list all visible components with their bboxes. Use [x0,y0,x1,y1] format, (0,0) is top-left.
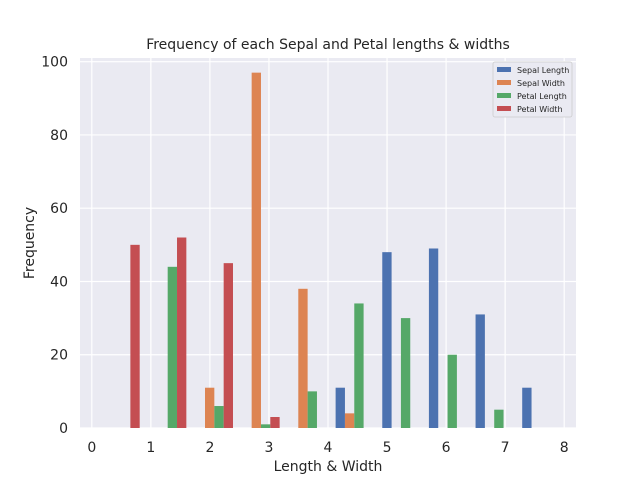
x-tick-label-0: 0 [87,440,96,456]
bar-petal-length-bin-3 [260,424,271,428]
bar-sepal-length-bin-9 [522,387,532,428]
bar-petal-width-bin-0 [130,244,140,428]
legend: Sepal Length Sepal Width Petal Length Petal… [492,61,573,118]
x-tick-label-3: 3 [264,440,273,456]
bar-petal-length-bin-1 [167,266,178,428]
y-axis-label: Frequency [22,207,38,279]
bar-sepal-length-bin-7 [428,248,439,428]
y-tick-label-4: 80 [50,128,68,144]
y-tick-label-0: 0 [59,421,68,437]
x-tick-labels: 0 1 2 3 4 5 6 7 8 [87,440,568,456]
legend-label-1: Sepal Width [517,79,565,88]
bar-sepal-length-bin-5 [335,387,345,428]
legend-label-3: Petal Width [517,105,563,114]
x-tick-label-6: 6 [442,440,451,456]
grid-lines [80,58,576,429]
bar-petal-length-bin-2 [214,406,224,428]
legend-swatch-1 [497,80,511,85]
bar-petal-length-bin-4 [307,391,317,428]
legend-label-2: Petal Length [517,92,567,101]
x-tick-label-5: 5 [383,440,392,456]
y-tick-label-1: 20 [50,348,68,364]
bar-petal-length-bin-6 [400,318,411,428]
bar-sepal-width-bin-5 [344,413,355,428]
y-tick-label-3: 60 [50,201,68,217]
chart-title: Frequency of each Sepal and Petal length… [146,37,510,53]
bar-sepal-length-bin-8 [475,314,485,428]
x-tick-label-2: 2 [205,440,214,456]
legend-label-0: Sepal Length [517,66,569,75]
y-tick-label-5: 100 [41,55,68,71]
bar-petal-width-bin-2 [223,263,233,428]
x-axis-label: Length & Width [274,459,383,475]
x-tick-label-8: 8 [560,440,569,456]
bars-group [130,72,532,428]
y-tick-label-2: 40 [50,274,68,290]
legend-box [492,61,573,118]
legend-swatch-2 [497,93,511,98]
legend-swatch-3 [497,106,511,111]
bar-petal-length-bin-7 [447,354,457,428]
bar-petal-width-bin-3 [270,417,280,428]
bar-petal-length-bin-8 [494,409,504,428]
bar-petal-width-bin-1 [177,237,187,428]
legend-swatch-0 [497,67,511,72]
bar-sepal-width-bin-2 [205,387,215,428]
bar-petal-length-bin-5 [354,303,364,428]
bar-sepal-width-bin-3 [251,72,261,428]
x-tick-label-1: 1 [146,440,155,456]
bar-sepal-length-bin-6 [382,252,392,428]
y-tick-labels: 0 20 40 60 80 100 [41,55,68,437]
x-tick-label-7: 7 [501,440,510,456]
x-tick-label-4: 4 [324,440,333,456]
bar-sepal-width-bin-4 [298,288,308,428]
